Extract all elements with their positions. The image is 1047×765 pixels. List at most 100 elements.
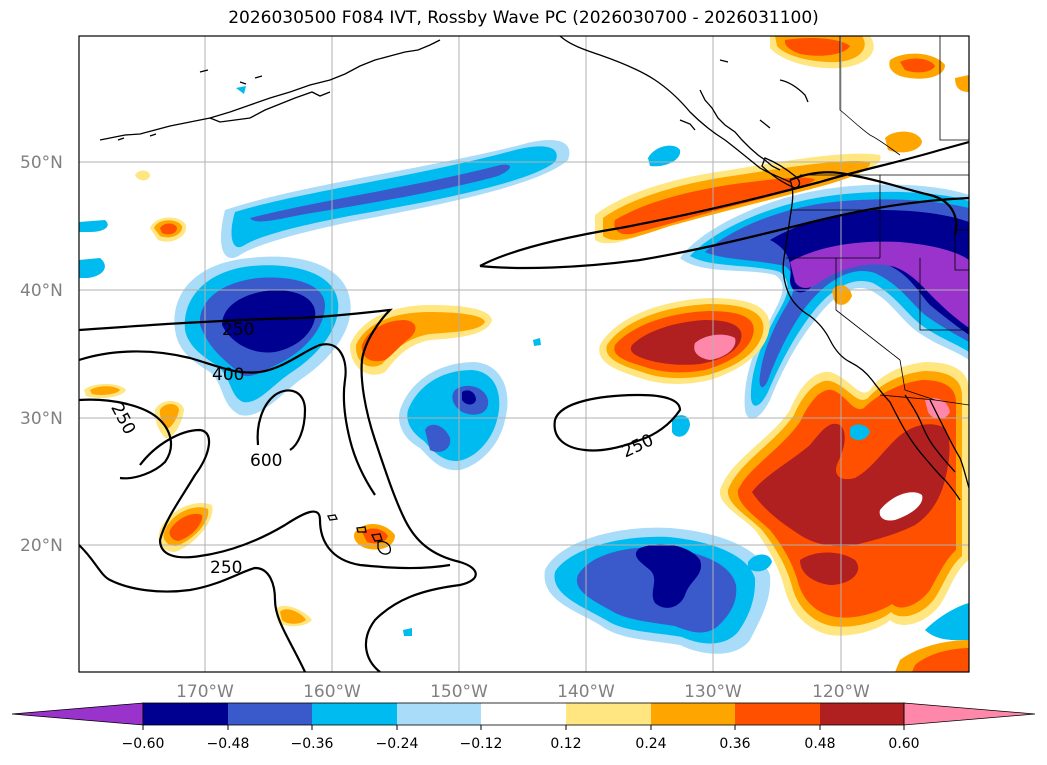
- lat-label-50: 50°N: [20, 153, 63, 173]
- lat-label-20: 20°N: [20, 536, 63, 556]
- lon-label-140w: 140°W: [557, 682, 615, 702]
- neg-patch-tiny-2: [533, 338, 541, 346]
- pos-patch-top-2-red: [900, 58, 935, 73]
- neg-patch-tiny-4: [672, 415, 690, 437]
- hawaii-island-3: [371, 533, 383, 542]
- hawaii-island-1: [327, 514, 338, 521]
- colorbar-bin-5: [481, 703, 566, 725]
- hawaii-island-2: [356, 526, 367, 533]
- contour-400: [79, 343, 376, 496]
- colorbar: −0.60 −0.48 −0.36 −0.24 −0.12 0.12 0.24 …: [11, 702, 1036, 752]
- colorbar-bin-3: [312, 703, 397, 725]
- pos-patch-top-3: [885, 131, 922, 153]
- neg-west-us-purple: [790, 241, 969, 328]
- lon-label-170w: 170°W: [176, 682, 234, 702]
- ivt-contours: [79, 140, 969, 672]
- contour-250-jet: [479, 140, 969, 267]
- neg-west-us-navy: [770, 210, 969, 335]
- colorbar-bin-6: [566, 703, 651, 725]
- pos-blob-e-pink: [694, 334, 736, 360]
- colorbar-label-4: −0.24: [376, 736, 419, 752]
- neg-patch-left-edge-1: [79, 220, 108, 232]
- neg-patch-small-n: [648, 145, 681, 167]
- contour-250-sw: [79, 544, 306, 672]
- colorbar-label-2: −0.48: [207, 736, 250, 752]
- neg-blob-west-navy: [222, 290, 316, 353]
- graticule: [79, 36, 969, 672]
- lat-label-40: 40°N: [20, 281, 63, 301]
- pos-patch-w-1-red: [160, 223, 177, 235]
- border-az: [899, 359, 936, 401]
- borders: [786, 36, 969, 406]
- colorbar-label-5: −0.12: [460, 736, 503, 752]
- pos-big-darkred-south: [800, 552, 859, 585]
- contour-600: [256, 389, 307, 451]
- contour-labels: 250 400 250 600 250 250: [106, 320, 656, 578]
- lon-label-160w: 160°W: [303, 682, 361, 702]
- coast-mexico: [929, 399, 969, 489]
- pos-patch-se-red: [912, 648, 969, 672]
- colorbar-bin-4: [397, 703, 481, 725]
- contour-label-250-a: 250: [222, 320, 254, 340]
- colorbar-bin-8: [735, 703, 820, 725]
- border-nevada: [835, 258, 901, 361]
- lon-label-130w: 130°W: [684, 682, 742, 702]
- border-alaska-canada: [839, 36, 901, 156]
- contour-250-west: [79, 308, 477, 672]
- colorbar-label-1: −0.60: [122, 736, 165, 752]
- coast-alaska-peninsula: [209, 91, 331, 123]
- colorbar-bin-2: [228, 703, 312, 725]
- coast-baja-east: [904, 394, 956, 473]
- colorbar-bin-9: [820, 703, 904, 725]
- pos-patch-w-3-orange: [159, 404, 179, 429]
- colorbar-label-10: 0.60: [888, 736, 919, 752]
- contour-label-400: 400: [212, 365, 244, 385]
- vancouver-island: [761, 157, 801, 189]
- pos-patch-s-1-orange: [280, 609, 306, 624]
- map-frame: [78, 35, 970, 673]
- lat-label-30: 30°N: [20, 409, 63, 429]
- pos-patch-w-4-red: [169, 513, 203, 541]
- contour-label-600: 600: [250, 451, 282, 471]
- coast-west-us: [782, 179, 891, 403]
- pos-big-hole: [879, 492, 923, 521]
- neg-patch-tiny-3: [403, 628, 412, 636]
- lon-label-150w: 150°W: [430, 682, 488, 702]
- lon-label-120w: 120°W: [812, 682, 870, 702]
- neg-patch-se-1: [925, 603, 969, 641]
- border-canada-inner: [939, 36, 969, 141]
- pos-patch-w-2-orange: [90, 386, 120, 395]
- neg-band-north-royal: [250, 164, 510, 222]
- border-wyoming: [954, 229, 969, 271]
- colorbar-bins: [143, 703, 904, 725]
- coast-aleutians: [99, 39, 441, 141]
- colorbar-label-7: 0.24: [635, 736, 666, 752]
- colorbar-label-9: 0.48: [804, 736, 835, 752]
- neg-patch-tiny-1: [236, 86, 246, 94]
- border-utah: [919, 258, 969, 331]
- contour-label-250-c: 250: [210, 558, 242, 578]
- colorbar-frame: [142, 702, 905, 726]
- colorbar-over-triangle: [903, 702, 1036, 726]
- hawaii-island-4: [377, 540, 391, 555]
- neg-patch-left-edge-2: [79, 258, 105, 278]
- colorbar-label-8: 0.36: [719, 736, 750, 752]
- coastlines: [99, 36, 969, 555]
- neg-patch-tiny-5: [850, 424, 870, 441]
- border-mexico: [879, 394, 969, 406]
- lat-labels: 50°N 40°N 30°N 20°N: [20, 153, 63, 556]
- map-content: 250 400 250 600 250 250: [79, 36, 969, 672]
- neg-patch-tiny-6: [748, 554, 772, 572]
- pos-patch-top-1-red: [784, 38, 850, 56]
- contour-250-ne-loop: [789, 171, 958, 236]
- neg-blob-central-navy: [462, 390, 476, 405]
- colorbar-label-6: 0.12: [550, 736, 581, 752]
- colorbar-ticks: [142, 725, 905, 730]
- neg-blob-south-navy: [635, 544, 702, 608]
- figure-title: 2026030500 F084 IVT, Rossby Wave PC (202…: [228, 8, 819, 28]
- pos-patch-top-4: [955, 75, 969, 92]
- coast-gulf-alaska: [559, 36, 791, 183]
- lon-labels: 170°W 160°W 150°W 140°W 130°W 120°W: [176, 682, 870, 702]
